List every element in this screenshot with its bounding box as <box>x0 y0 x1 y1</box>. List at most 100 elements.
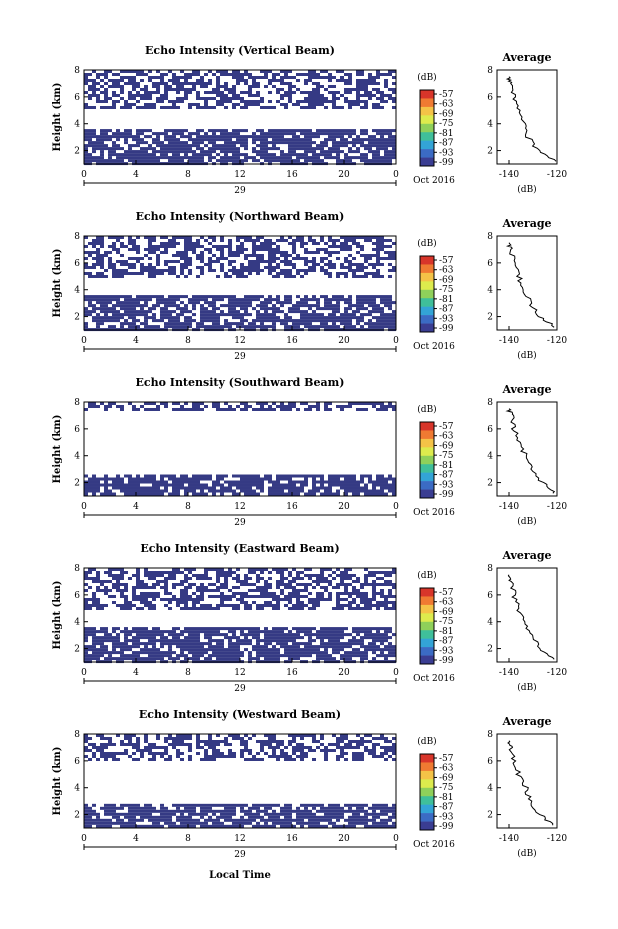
echo-cell <box>288 586 292 589</box>
x-tick-label: 8 <box>185 336 191 346</box>
echo-cell <box>112 106 116 109</box>
echo-cell <box>344 132 348 136</box>
echo-cell <box>92 316 96 320</box>
echo-cell <box>208 627 212 631</box>
average-profile-line <box>505 76 557 162</box>
echo-cell <box>252 657 256 661</box>
echo-cell <box>240 489 244 493</box>
echo-cells <box>84 568 396 664</box>
echo-cell <box>240 595 244 598</box>
echo-cell <box>84 630 88 634</box>
echo-cell <box>200 298 204 302</box>
echo-cell <box>376 147 380 151</box>
echo-cell <box>312 91 316 94</box>
echo-cell <box>352 477 356 481</box>
echo-cell <box>240 266 244 269</box>
echo-cell <box>284 263 288 266</box>
echo-cell <box>228 295 232 299</box>
echo-cell <box>172 76 176 79</box>
echo-cell <box>324 408 328 411</box>
echo-cell <box>128 97 132 100</box>
echo-cell <box>268 307 272 311</box>
echo-cell <box>96 138 100 142</box>
echo-cell <box>376 269 380 272</box>
echo-cell <box>244 301 248 305</box>
echo-cell <box>376 159 380 163</box>
echo-cell <box>288 156 292 160</box>
echo-cell <box>140 141 144 145</box>
echo-cell <box>120 135 124 139</box>
echo-cell <box>140 601 144 604</box>
echo-cell <box>348 319 352 323</box>
echo-cell <box>192 648 196 652</box>
echo-cell <box>296 492 300 496</box>
echo-cell <box>288 307 292 311</box>
echo-cell <box>380 147 384 151</box>
echo-cell <box>264 595 268 598</box>
echo-cell <box>248 639 252 643</box>
echo-cell <box>308 405 312 408</box>
echo-cell <box>256 607 260 610</box>
echo-cell <box>248 298 252 302</box>
echo-cell <box>160 651 164 655</box>
echo-cell <box>308 630 312 634</box>
echo-cell <box>188 239 192 242</box>
echo-cell <box>144 147 148 151</box>
echo-cell <box>316 147 320 151</box>
echo-cell <box>116 94 120 97</box>
echo-cell <box>260 604 264 607</box>
echo-cell <box>292 138 296 142</box>
echo-cell <box>228 405 232 408</box>
echo-cell <box>376 88 380 91</box>
echo-cell <box>256 636 260 640</box>
echo-cell <box>208 489 212 493</box>
echo-cell <box>100 310 104 314</box>
echo-cell <box>140 313 144 317</box>
echo-cell <box>244 254 248 257</box>
echo-cell <box>204 604 208 607</box>
echo-cell <box>172 483 176 487</box>
echo-cell <box>164 577 168 580</box>
echo-cell <box>344 73 348 76</box>
echo-cell <box>140 806 144 810</box>
echo-cell <box>192 483 196 487</box>
echo-cell <box>160 313 164 317</box>
echo-cell <box>196 574 200 577</box>
echo-cell <box>328 319 332 323</box>
echo-cell <box>116 138 120 142</box>
echo-cell <box>308 79 312 82</box>
echo-cell <box>216 809 220 813</box>
echo-cell <box>252 480 256 484</box>
echo-cell <box>188 269 192 272</box>
echo-cell <box>204 325 208 329</box>
echo-cell <box>352 141 356 145</box>
echo-cell <box>324 480 328 484</box>
echo-cell <box>184 79 188 82</box>
echo-cell <box>208 648 212 652</box>
echo-cell <box>184 809 188 813</box>
echo-cell <box>264 310 268 314</box>
x-tick-label: 12 <box>234 170 245 180</box>
echo-cell <box>372 648 376 652</box>
echo-cell <box>132 589 136 592</box>
echo-cell <box>220 654 224 658</box>
echo-cell <box>84 82 88 85</box>
echo-cell <box>104 319 108 323</box>
echo-cell <box>224 408 228 411</box>
echo-cell <box>248 474 252 478</box>
echo-cell <box>312 147 316 151</box>
echo-cell <box>196 492 200 496</box>
echo-cell <box>348 245 352 248</box>
echo-cell <box>180 70 184 73</box>
echo-cell <box>244 103 248 106</box>
echo-cell <box>116 486 120 490</box>
echo-cell <box>156 260 160 263</box>
echo-cell <box>120 571 124 574</box>
echo-cell <box>188 301 192 305</box>
echo-cell <box>368 489 372 493</box>
echo-cell <box>168 144 172 148</box>
echo-cell <box>304 79 308 82</box>
echo-cell <box>132 310 136 314</box>
echo-cell <box>244 642 248 646</box>
echo-cell <box>292 654 296 658</box>
